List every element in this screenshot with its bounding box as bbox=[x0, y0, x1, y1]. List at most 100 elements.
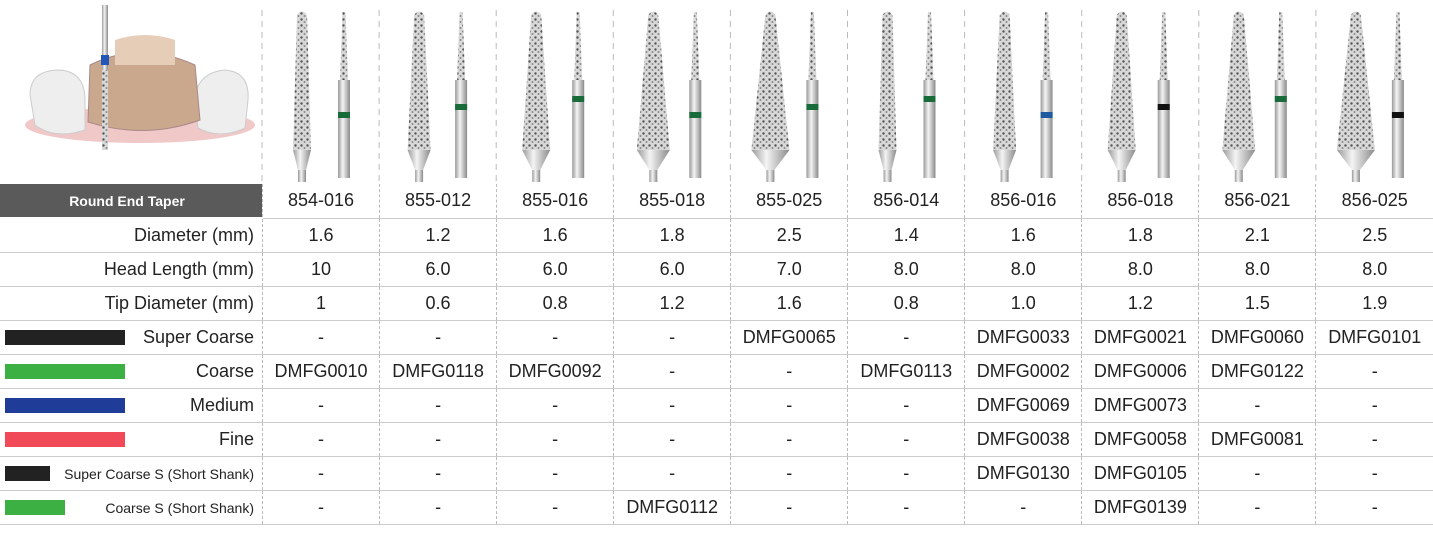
cell: 1.2 bbox=[613, 286, 731, 321]
bur-drawing bbox=[572, 80, 585, 178]
cell: - bbox=[496, 320, 614, 355]
cell: 1.6 bbox=[496, 218, 614, 253]
cell: - bbox=[1198, 456, 1316, 491]
bur-drawing bbox=[878, 150, 897, 170]
cell: 8.0 bbox=[964, 252, 1082, 287]
cell: - bbox=[730, 490, 848, 525]
row-label: Super Coarse S (Short Shank) bbox=[0, 456, 263, 491]
cell: - bbox=[730, 456, 848, 491]
cell: 1.0 bbox=[964, 286, 1082, 321]
cell: DMFG0122 bbox=[1198, 354, 1316, 389]
bur-drawing bbox=[338, 80, 350, 178]
label-wrap: Coarse S (Short Shank) bbox=[0, 500, 254, 516]
cell: - bbox=[613, 456, 731, 491]
table-row: Coarse DMFG0010 DMFG0118 DMFG0092- - DMFG0113… bbox=[0, 354, 1433, 389]
cell: 1.2 bbox=[1081, 286, 1199, 321]
header-row: Round End Taper 854-016 855-012 855-016 855-… bbox=[0, 184, 1433, 219]
cell: 6.0 bbox=[379, 252, 497, 287]
row-label: Coarse bbox=[0, 354, 263, 389]
cell: 1.6 bbox=[261, 218, 380, 253]
bur-drawing bbox=[338, 112, 350, 118]
bur-drawing bbox=[1391, 112, 1404, 118]
cell: 2.1 bbox=[1198, 218, 1316, 253]
cell: 8.0 bbox=[847, 252, 965, 287]
cell: - bbox=[613, 320, 731, 355]
bur-drawing bbox=[1276, 12, 1285, 80]
label-wrap: Super Coarse bbox=[0, 327, 254, 348]
cell: DMFG0038 bbox=[964, 422, 1082, 457]
cell: DMFG0073 bbox=[1081, 388, 1199, 423]
cell: - bbox=[1198, 490, 1316, 525]
bur-drawing bbox=[532, 170, 541, 182]
cell: 0.8 bbox=[496, 286, 614, 321]
cell: - bbox=[964, 490, 1082, 525]
bur-drawing bbox=[1222, 11, 1256, 150]
product-code: 856-016 bbox=[964, 184, 1082, 219]
cell: 10 bbox=[261, 252, 380, 287]
bur-drawing bbox=[691, 12, 700, 80]
cell: - bbox=[847, 422, 965, 457]
bur-drawing bbox=[1040, 112, 1053, 118]
tooth-illustration bbox=[25, 5, 255, 150]
cell: 1.6 bbox=[730, 286, 848, 321]
bur-drawing bbox=[1391, 80, 1404, 178]
row-label-text: Fine bbox=[218, 429, 254, 449]
bur-drawing bbox=[1393, 12, 1402, 80]
cell: DMFG0139 bbox=[1081, 490, 1199, 525]
bur-drawing bbox=[298, 170, 306, 182]
table-row: Fine - - - - - - DMFG0038 DMFG0058 DMFG0081- bbox=[0, 422, 1433, 457]
row-label: Coarse S (Short Shank) bbox=[0, 490, 263, 525]
row-label-text: Super Coarse S (Short Shank) bbox=[64, 465, 254, 482]
product-code: 855-018 bbox=[613, 184, 731, 219]
cell: 1 bbox=[261, 286, 380, 321]
cell: 2.5 bbox=[730, 218, 848, 253]
cell: - bbox=[730, 388, 848, 423]
cell: - bbox=[847, 320, 965, 355]
cell: DMFG0113 bbox=[847, 354, 965, 389]
row-label: Fine bbox=[0, 422, 263, 457]
bur-drawing bbox=[689, 80, 702, 178]
bur-drawing bbox=[1351, 170, 1360, 182]
table-row: Head Length (mm) 10 6.0 6.0 6.0 7.0 8.0 8.0 8.0 8… bbox=[0, 252, 1433, 287]
cell: - bbox=[1315, 422, 1433, 457]
cell: - bbox=[496, 422, 614, 457]
bur-drawing bbox=[1159, 12, 1168, 80]
product-code: 856-021 bbox=[1198, 184, 1316, 219]
bur-drawing bbox=[1042, 12, 1051, 80]
cell: DMFG0033 bbox=[964, 320, 1082, 355]
row-label: Medium bbox=[0, 388, 263, 423]
label-wrap: Medium bbox=[0, 395, 254, 416]
cell: - bbox=[379, 490, 497, 525]
cell: DMFG0092 bbox=[496, 354, 614, 389]
table-row: Super Coarse S (Short Shank) - - - - - - DMFG01… bbox=[0, 456, 1433, 491]
cell: - bbox=[496, 490, 614, 525]
cell: - bbox=[1315, 490, 1433, 525]
bur-drawing bbox=[751, 11, 790, 150]
cell: DMFG0021 bbox=[1081, 320, 1199, 355]
bur-drawing bbox=[1107, 11, 1136, 150]
product-code: 855-016 bbox=[496, 184, 614, 219]
grit-swatch bbox=[5, 330, 125, 345]
bur-drawing bbox=[457, 12, 466, 80]
cell: 8.0 bbox=[1081, 252, 1199, 287]
cell: DMFG0112 bbox=[613, 490, 731, 525]
bur-drawing bbox=[766, 170, 775, 182]
bur-drawing bbox=[407, 150, 431, 170]
product-images bbox=[25, 5, 1404, 182]
bur-drawing bbox=[808, 12, 817, 80]
cell: 7.0 bbox=[730, 252, 848, 287]
bur-drawing bbox=[1336, 11, 1375, 150]
row-label-text: Super Coarse bbox=[142, 327, 254, 347]
bur-drawing bbox=[993, 150, 1017, 170]
row-label-text: Medium bbox=[189, 395, 254, 415]
cell: - bbox=[379, 456, 497, 491]
cell: - bbox=[730, 354, 848, 389]
bur-drawing bbox=[1336, 150, 1375, 170]
cell: 1.6 bbox=[964, 218, 1082, 253]
cell: - bbox=[379, 388, 497, 423]
bur-drawing bbox=[407, 11, 431, 150]
cell: DMFG0130 bbox=[964, 456, 1082, 491]
product-code: 855-012 bbox=[379, 184, 497, 219]
cell: - bbox=[847, 490, 965, 525]
